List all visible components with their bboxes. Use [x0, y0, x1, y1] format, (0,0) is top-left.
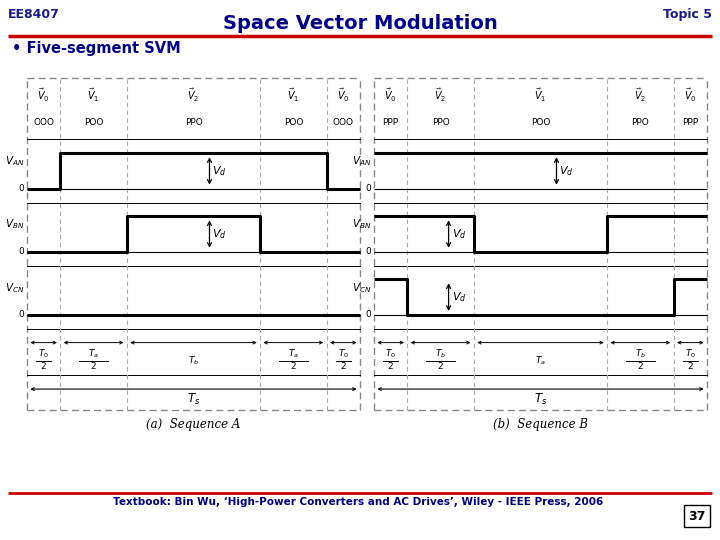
Text: POO: POO	[84, 118, 103, 127]
Text: $T_s$: $T_s$	[187, 392, 200, 407]
Text: $T_{b}$: $T_{b}$	[635, 348, 646, 360]
Text: $T_{0}$: $T_{0}$	[685, 348, 696, 360]
Text: $\vec{V}_{1}$: $\vec{V}_{1}$	[87, 86, 100, 104]
Text: Space Vector Modulation: Space Vector Modulation	[222, 14, 498, 33]
Text: 0: 0	[18, 184, 24, 193]
Text: Textbook: Bin Wu, ‘High-Power Converters and AC Drives’, Wiley - IEEE Press, 200: Textbook: Bin Wu, ‘High-Power Converters…	[113, 497, 603, 507]
Text: PPP: PPP	[683, 118, 698, 127]
Text: 0: 0	[365, 184, 371, 193]
Text: $T_s$: $T_s$	[534, 392, 547, 407]
Text: $T_{b}$: $T_{b}$	[188, 355, 199, 367]
Text: 2: 2	[91, 362, 96, 372]
Text: POO: POO	[284, 118, 303, 127]
Text: $\vec{V}_{0}$: $\vec{V}_{0}$	[337, 86, 350, 104]
Text: $V_d$: $V_d$	[559, 164, 574, 178]
Text: (b)  Sequence B: (b) Sequence B	[493, 418, 588, 431]
Text: $\vec{V}_{1}$: $\vec{V}_{1}$	[534, 86, 546, 104]
Text: $\vec{V}_{2}$: $\vec{V}_{2}$	[634, 86, 647, 104]
Text: PPO: PPO	[184, 118, 202, 127]
Text: $\vec{V}_{0}$: $\vec{V}_{0}$	[384, 86, 397, 104]
Text: $V_d$: $V_d$	[451, 290, 466, 304]
Text: $\vec{V}_{2}$: $\vec{V}_{2}$	[434, 86, 447, 104]
Text: $V_{CN}$: $V_{CN}$	[4, 281, 24, 294]
Text: $T_{a}$: $T_{a}$	[288, 348, 299, 360]
Text: $V_d$: $V_d$	[212, 227, 227, 241]
Text: 37: 37	[688, 510, 706, 523]
Text: $T_{0}$: $T_{0}$	[338, 348, 349, 360]
Text: PPO: PPO	[631, 118, 649, 127]
Text: OOO: OOO	[333, 118, 354, 127]
Text: $\vec{V}_{1}$: $\vec{V}_{1}$	[287, 86, 300, 104]
Text: $T_{a}$: $T_{a}$	[535, 355, 546, 367]
Text: $T_{b}$: $T_{b}$	[435, 348, 446, 360]
Text: 2: 2	[388, 362, 393, 372]
Text: 2: 2	[341, 362, 346, 372]
Text: $V_d$: $V_d$	[212, 164, 227, 178]
Text: 0: 0	[18, 310, 24, 319]
Text: $T_{0}$: $T_{0}$	[38, 348, 49, 360]
Text: 0: 0	[18, 247, 24, 256]
Text: $V_{AN}$: $V_{AN}$	[5, 154, 24, 168]
Text: 2: 2	[438, 362, 444, 372]
Text: 0: 0	[365, 247, 371, 256]
Text: OOO: OOO	[33, 118, 54, 127]
Text: 2: 2	[638, 362, 643, 372]
Text: $V_{BN}$: $V_{BN}$	[5, 218, 24, 232]
Text: (a)  Sequence A: (a) Sequence A	[146, 418, 240, 431]
Text: $V_{AN}$: $V_{AN}$	[351, 154, 371, 168]
Text: 2: 2	[688, 362, 693, 372]
Text: $V_{BN}$: $V_{BN}$	[351, 218, 371, 232]
Text: Topic 5: Topic 5	[663, 8, 712, 21]
Text: • Five-segment SVM: • Five-segment SVM	[12, 41, 181, 56]
Text: POO: POO	[531, 118, 550, 127]
Text: $T_{a}$: $T_{a}$	[88, 348, 99, 360]
Text: $\vec{V}_{0}$: $\vec{V}_{0}$	[684, 86, 697, 104]
Text: EE8407: EE8407	[8, 8, 60, 21]
Text: $V_d$: $V_d$	[451, 227, 466, 241]
Text: $T_{0}$: $T_{0}$	[385, 348, 396, 360]
Text: PPP: PPP	[382, 118, 399, 127]
Text: $\vec{V}_{2}$: $\vec{V}_{2}$	[187, 86, 199, 104]
Text: 0: 0	[365, 310, 371, 319]
Text: $\vec{V}_{0}$: $\vec{V}_{0}$	[37, 86, 50, 104]
Text: 2: 2	[291, 362, 296, 372]
Text: PPO: PPO	[432, 118, 449, 127]
Text: 2: 2	[41, 362, 47, 372]
Text: $V_{CN}$: $V_{CN}$	[351, 281, 371, 294]
